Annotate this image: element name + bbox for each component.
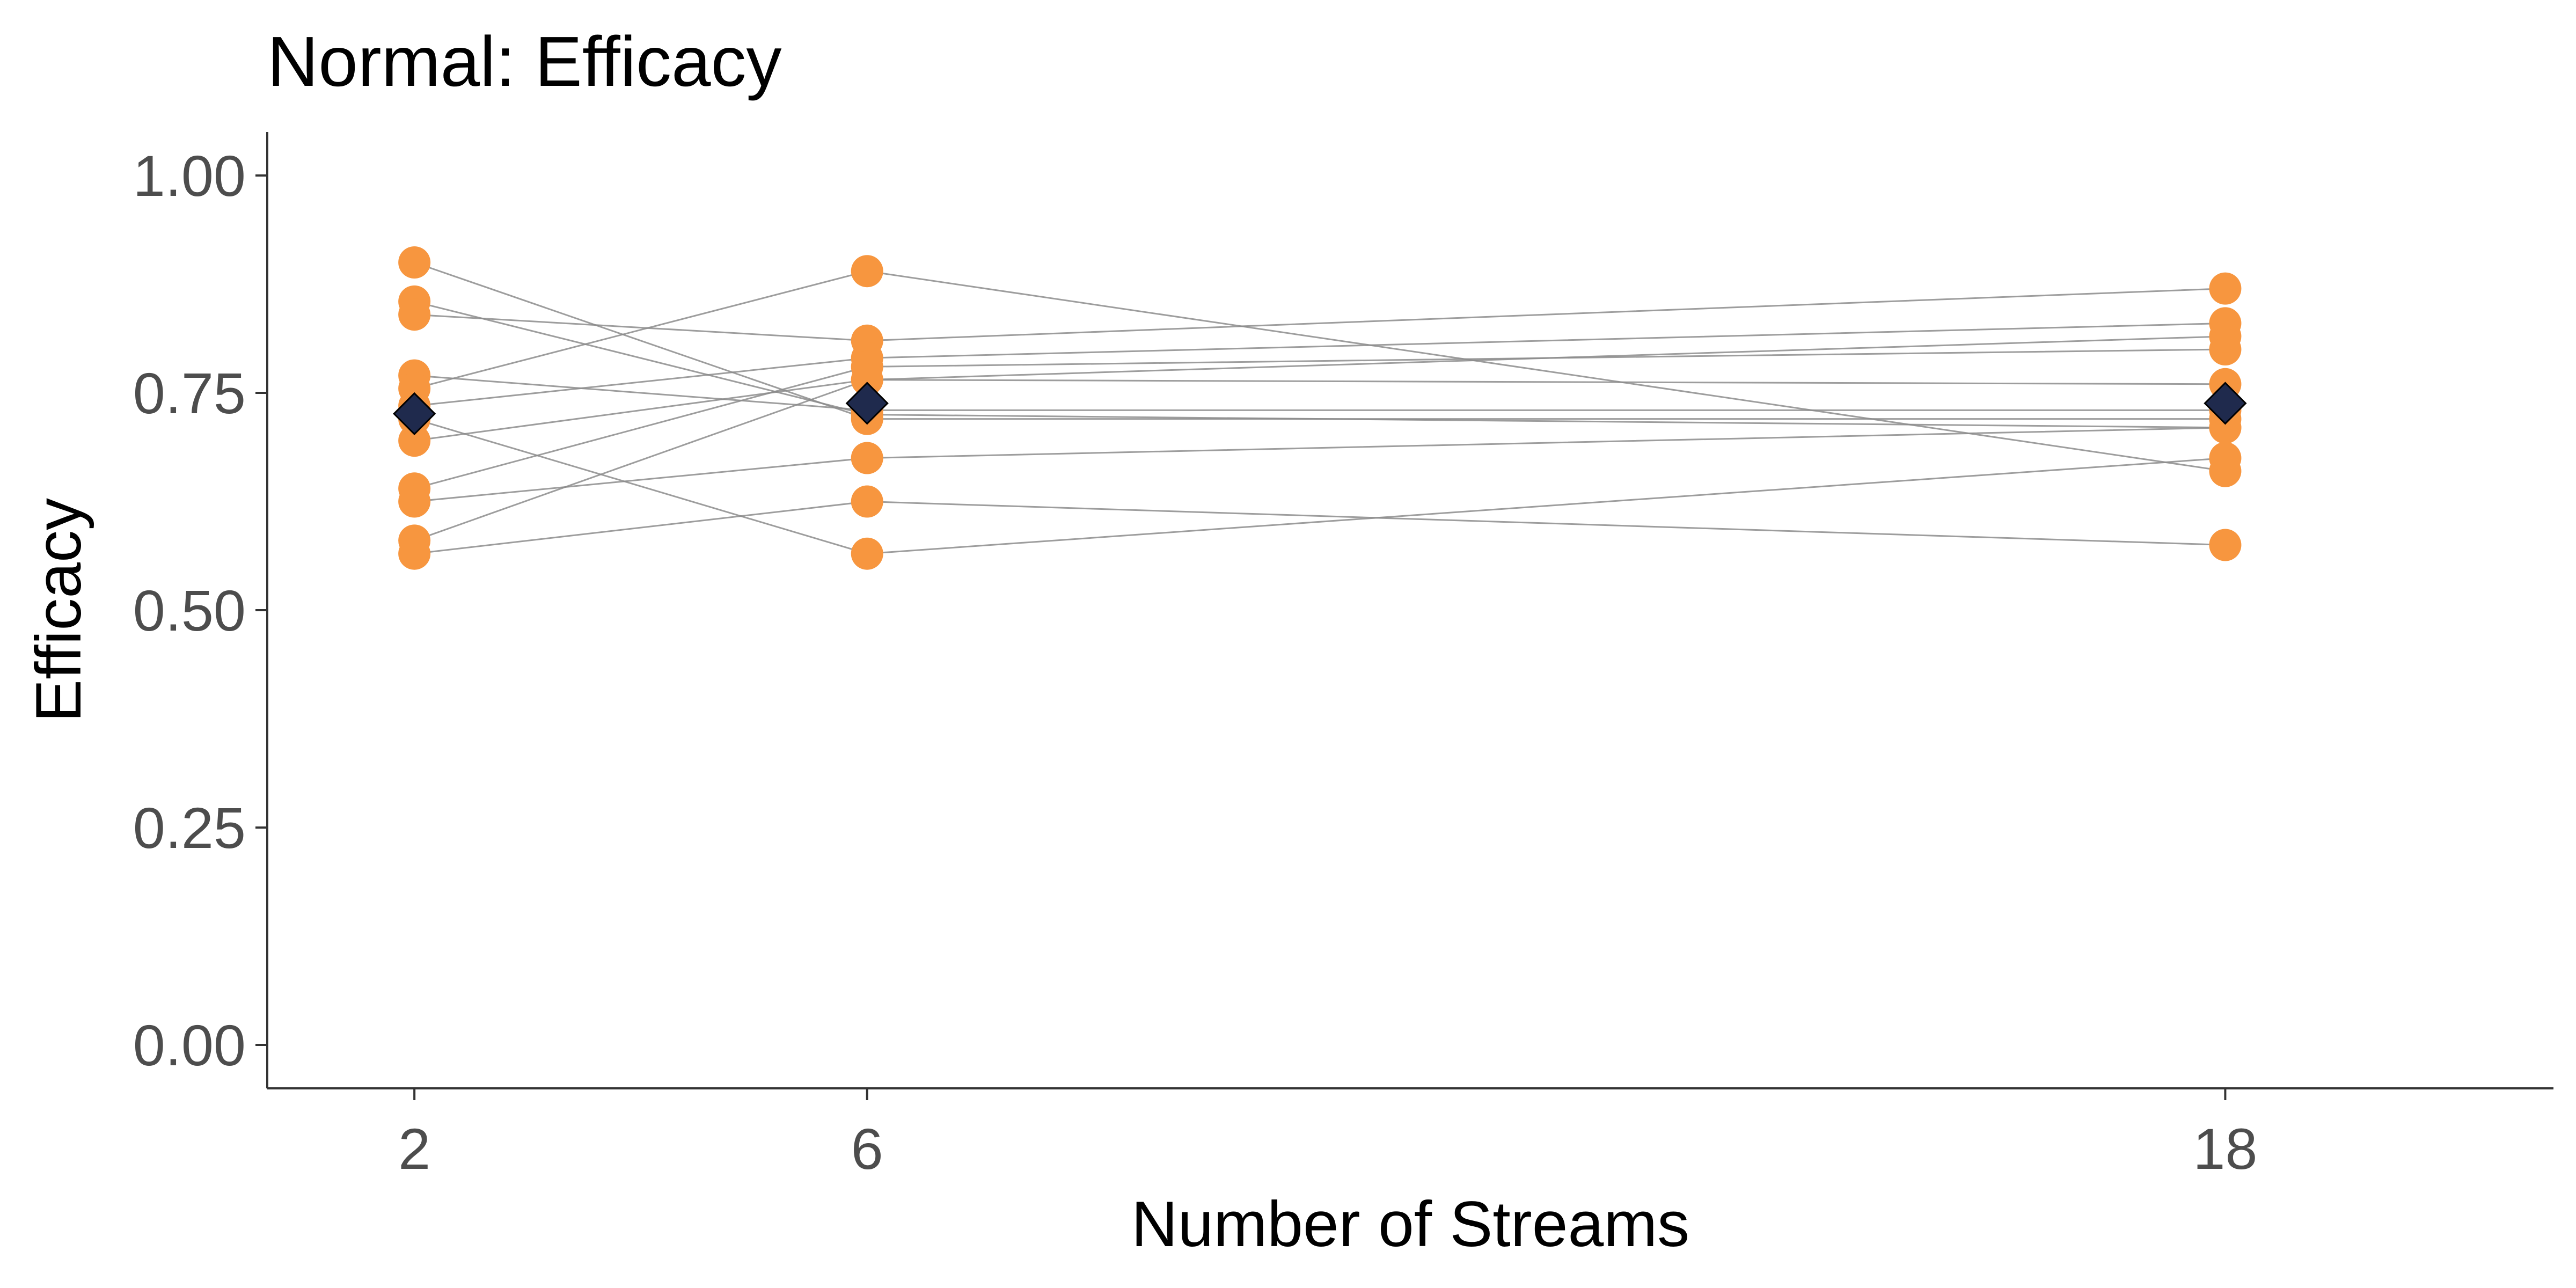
data-point (2209, 442, 2242, 474)
x-tick-label: 2 (398, 1116, 430, 1181)
x-tick-label: 6 (851, 1116, 883, 1181)
subject-line (414, 270, 2226, 472)
subject-line (414, 500, 2226, 555)
y-tick-label: 0.25 (133, 795, 246, 860)
data-point (398, 485, 431, 518)
x-axis-ticks: 2 6 18 (398, 1088, 2257, 1181)
y-tick-label: 0.75 (133, 361, 246, 426)
data-point (851, 255, 883, 288)
data-point (398, 298, 431, 331)
data-point (851, 537, 883, 570)
subject-line (414, 288, 2226, 342)
mean-marker (2204, 382, 2247, 425)
data-point (398, 537, 431, 570)
data-point (2209, 320, 2242, 353)
y-tick-label: 0.50 (133, 578, 246, 643)
mean-marker (393, 392, 436, 436)
x-axis-title: Number of Streams (1131, 1188, 1689, 1260)
subject-line (414, 261, 2226, 420)
x-tick-label: 18 (2193, 1116, 2257, 1181)
data-point (2209, 272, 2242, 305)
subject-line (414, 427, 2226, 502)
chart-title: Normal: Efficacy (267, 22, 781, 101)
data-point (851, 485, 883, 518)
data-point (2209, 411, 2242, 444)
subject-lines (414, 261, 2226, 555)
data-point (398, 246, 431, 279)
y-axis-ticks: 0.00 0.25 0.50 0.75 1.00 (133, 143, 267, 1078)
subject-line (414, 335, 2226, 541)
data-point (851, 442, 883, 474)
data-point (2209, 529, 2242, 561)
y-tick-label: 1.00 (133, 143, 246, 208)
mean-markers (393, 382, 2247, 436)
y-tick-label: 0.00 (133, 1013, 246, 1078)
mean-marker (845, 382, 889, 425)
subject-line (414, 418, 2226, 555)
data-point (851, 363, 883, 396)
y-axis-title: Efficacy (23, 498, 94, 722)
